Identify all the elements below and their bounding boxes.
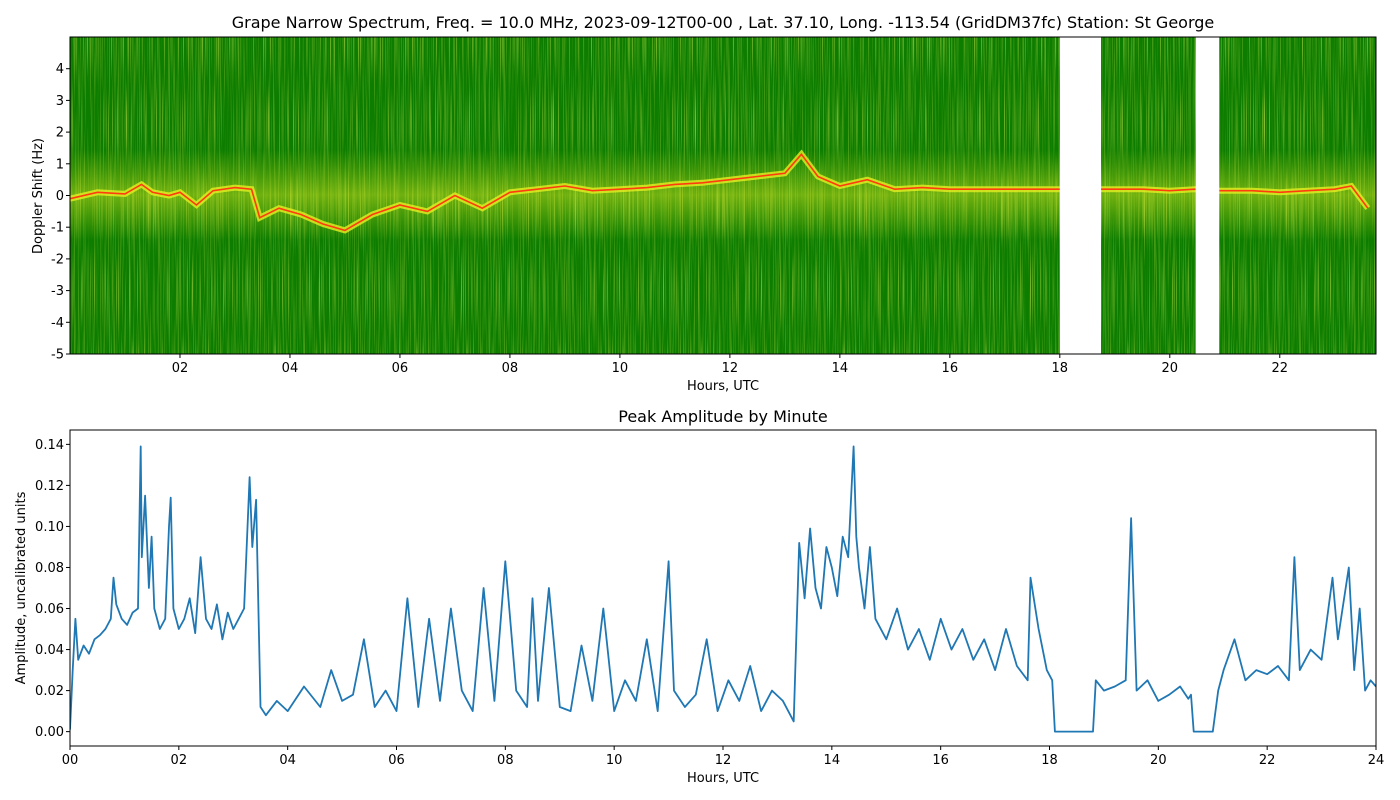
amplitude-y-tick-label: 0.06 <box>35 602 64 617</box>
doppler-trace <box>70 153 1369 232</box>
spectrogram-x-tick-label: 12 <box>722 361 739 376</box>
spectrogram-y-tick-label: -2 <box>51 252 64 267</box>
amplitude-y-tick-label: 0.00 <box>35 725 64 740</box>
spectrogram-x-tick-label: 20 <box>1162 361 1179 376</box>
data-gap-0 <box>1059 37 1102 354</box>
amplitude-x-tick-label: 12 <box>715 753 732 768</box>
spectrogram-y-tick-label: 1 <box>56 157 64 172</box>
amplitude-x-tick-label: 20 <box>1150 753 1167 768</box>
spectrogram-x-tick-label: 08 <box>502 361 519 376</box>
spectrogram-x-tick-label: 10 <box>612 361 629 376</box>
amplitude-plot-area <box>70 430 1376 746</box>
spectrogram-y-tick-label: -4 <box>51 316 64 331</box>
amplitude-x-tick-label: 10 <box>606 753 623 768</box>
spectrogram-y-tick-label: 0 <box>56 189 64 204</box>
amplitude-x-tick-label: 04 <box>279 753 296 768</box>
amplitude-x-tick-label: 00 <box>62 753 79 768</box>
amplitude-x-tick-label: 18 <box>1041 753 1058 768</box>
amplitude-x-tick-label: 22 <box>1259 753 1276 768</box>
amplitude-x-tick-label: 24 <box>1368 753 1385 768</box>
amplitude-y-tick-label: 0.14 <box>35 438 64 453</box>
spectrogram-x-tick-label: 14 <box>832 361 849 376</box>
spectrogram-plot <box>70 37 1376 354</box>
spectrogram-y-tick-label: 4 <box>56 62 64 77</box>
amplitude-title: Peak Amplitude by Minute <box>618 407 828 426</box>
spectrogram-y-tick-label: 3 <box>56 94 64 109</box>
spectrogram-x-tick-label: 22 <box>1271 361 1288 376</box>
spectrogram-xlabel: Hours, UTC <box>687 379 759 394</box>
amplitude-y-tick-label: 0.02 <box>35 684 64 699</box>
amplitude-x-tick-label: 06 <box>388 753 405 768</box>
amplitude-x-tick-label: 08 <box>497 753 514 768</box>
spectrogram-title: Grape Narrow Spectrum, Freq. = 10.0 MHz,… <box>232 13 1215 32</box>
amplitude-y-tick-label: 0.04 <box>35 643 64 658</box>
amplitude-y-tick-label: 0.08 <box>35 561 64 576</box>
spectrogram-x-tick-label: 06 <box>392 361 409 376</box>
spectrogram-y-tick-label: -3 <box>51 284 64 299</box>
amplitude-y-tick-label: 0.10 <box>35 520 64 535</box>
spectrogram-x-tick-label: 18 <box>1052 361 1069 376</box>
amplitude-x-tick-label: 14 <box>824 753 841 768</box>
spectrogram-x-tick-label: 16 <box>942 361 959 376</box>
spectrogram-x-tick-label: 04 <box>282 361 299 376</box>
amplitude-y-tick-label: 0.12 <box>35 479 64 494</box>
spectrogram-x-tick-label: 02 <box>172 361 189 376</box>
amplitude-x-tick-label: 02 <box>171 753 188 768</box>
spectrogram-y-tick-label: 2 <box>56 126 64 141</box>
spectrogram-y-tick-label: -1 <box>51 221 64 236</box>
spectrogram-ylabel: Doppler Shift (Hz) <box>31 138 46 254</box>
spectrogram-signal-band <box>70 150 1376 240</box>
amplitude-ylabel: Amplitude, uncalibrated units <box>14 491 29 684</box>
amplitude-series-line <box>70 445 1376 733</box>
amplitude-x-tick-label: 16 <box>932 753 949 768</box>
spectrogram-y-tick-label: -5 <box>51 348 64 363</box>
amplitude-xlabel: Hours, UTC <box>687 771 759 786</box>
data-gap-1 <box>1195 37 1220 354</box>
